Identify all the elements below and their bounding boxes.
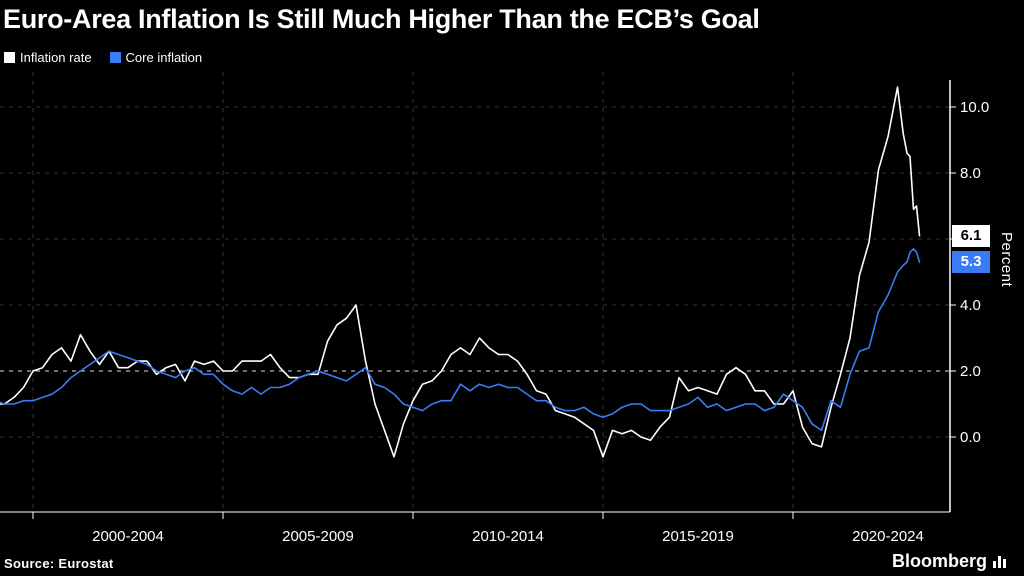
bar-chart-icon: [993, 555, 1006, 568]
page-title: Euro-Area Inflation Is Still Much Higher…: [3, 4, 760, 34]
x-axis-period-label: 2020-2024: [852, 528, 924, 545]
x-axis-period-label: 2015-2019: [662, 528, 734, 545]
y-axis-label: Percent: [998, 232, 1015, 288]
series-line-0: [0, 86, 921, 458]
y-tick-label: 2.0: [960, 363, 981, 380]
bloomberg-wordmark: Bloomberg: [891, 551, 987, 571]
inflation-rate-swatch-icon: [4, 52, 15, 63]
chart-legend: Inflation rate Core inflation: [4, 50, 202, 65]
latest-value-badge-inflation: 6.1: [952, 224, 990, 247]
x-axis-period-label: 2010-2014: [472, 528, 544, 545]
chart-plot: 0.02.04.06.08.010.0: [0, 72, 989, 519]
legend-item-core-inflation: Core inflation: [109, 50, 203, 65]
bloomberg-logo: Bloomberg: [892, 551, 1006, 572]
y-tick-label: 4.0: [960, 297, 981, 314]
series-line-1: [0, 248, 921, 432]
chart-area: 0.02.04.06.08.010.0: [0, 72, 1024, 522]
source-credit: Source: Eurostat: [4, 556, 114, 571]
latest-value-badge-core: 5.3: [952, 251, 990, 274]
y-tick-label: 8.0: [960, 165, 981, 182]
legend-label: Core inflation: [125, 50, 203, 65]
y-tick-label: 10.0: [960, 99, 989, 116]
x-axis-labels: 2000-2004 2005-2009 2010-2014 2015-2019 2020…: [0, 528, 1024, 550]
x-axis-period-label: 2000-2004: [92, 528, 164, 545]
legend-item-inflation-rate: Inflation rate: [4, 50, 92, 65]
y-tick-label: 0.0: [960, 429, 981, 446]
legend-label: Inflation rate: [20, 50, 92, 65]
core-inflation-swatch-icon: [109, 52, 121, 63]
x-axis-period-label: 2005-2009: [282, 528, 354, 545]
